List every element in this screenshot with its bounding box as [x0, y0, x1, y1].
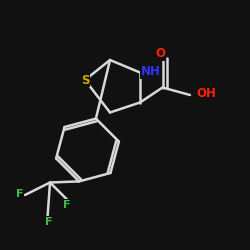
Text: OH: OH	[196, 87, 216, 100]
Text: F: F	[62, 200, 70, 209]
Text: S: S	[81, 74, 89, 86]
Text: F: F	[16, 189, 23, 199]
Text: O: O	[155, 47, 165, 60]
Text: NH: NH	[141, 65, 161, 78]
Text: F: F	[45, 217, 52, 227]
